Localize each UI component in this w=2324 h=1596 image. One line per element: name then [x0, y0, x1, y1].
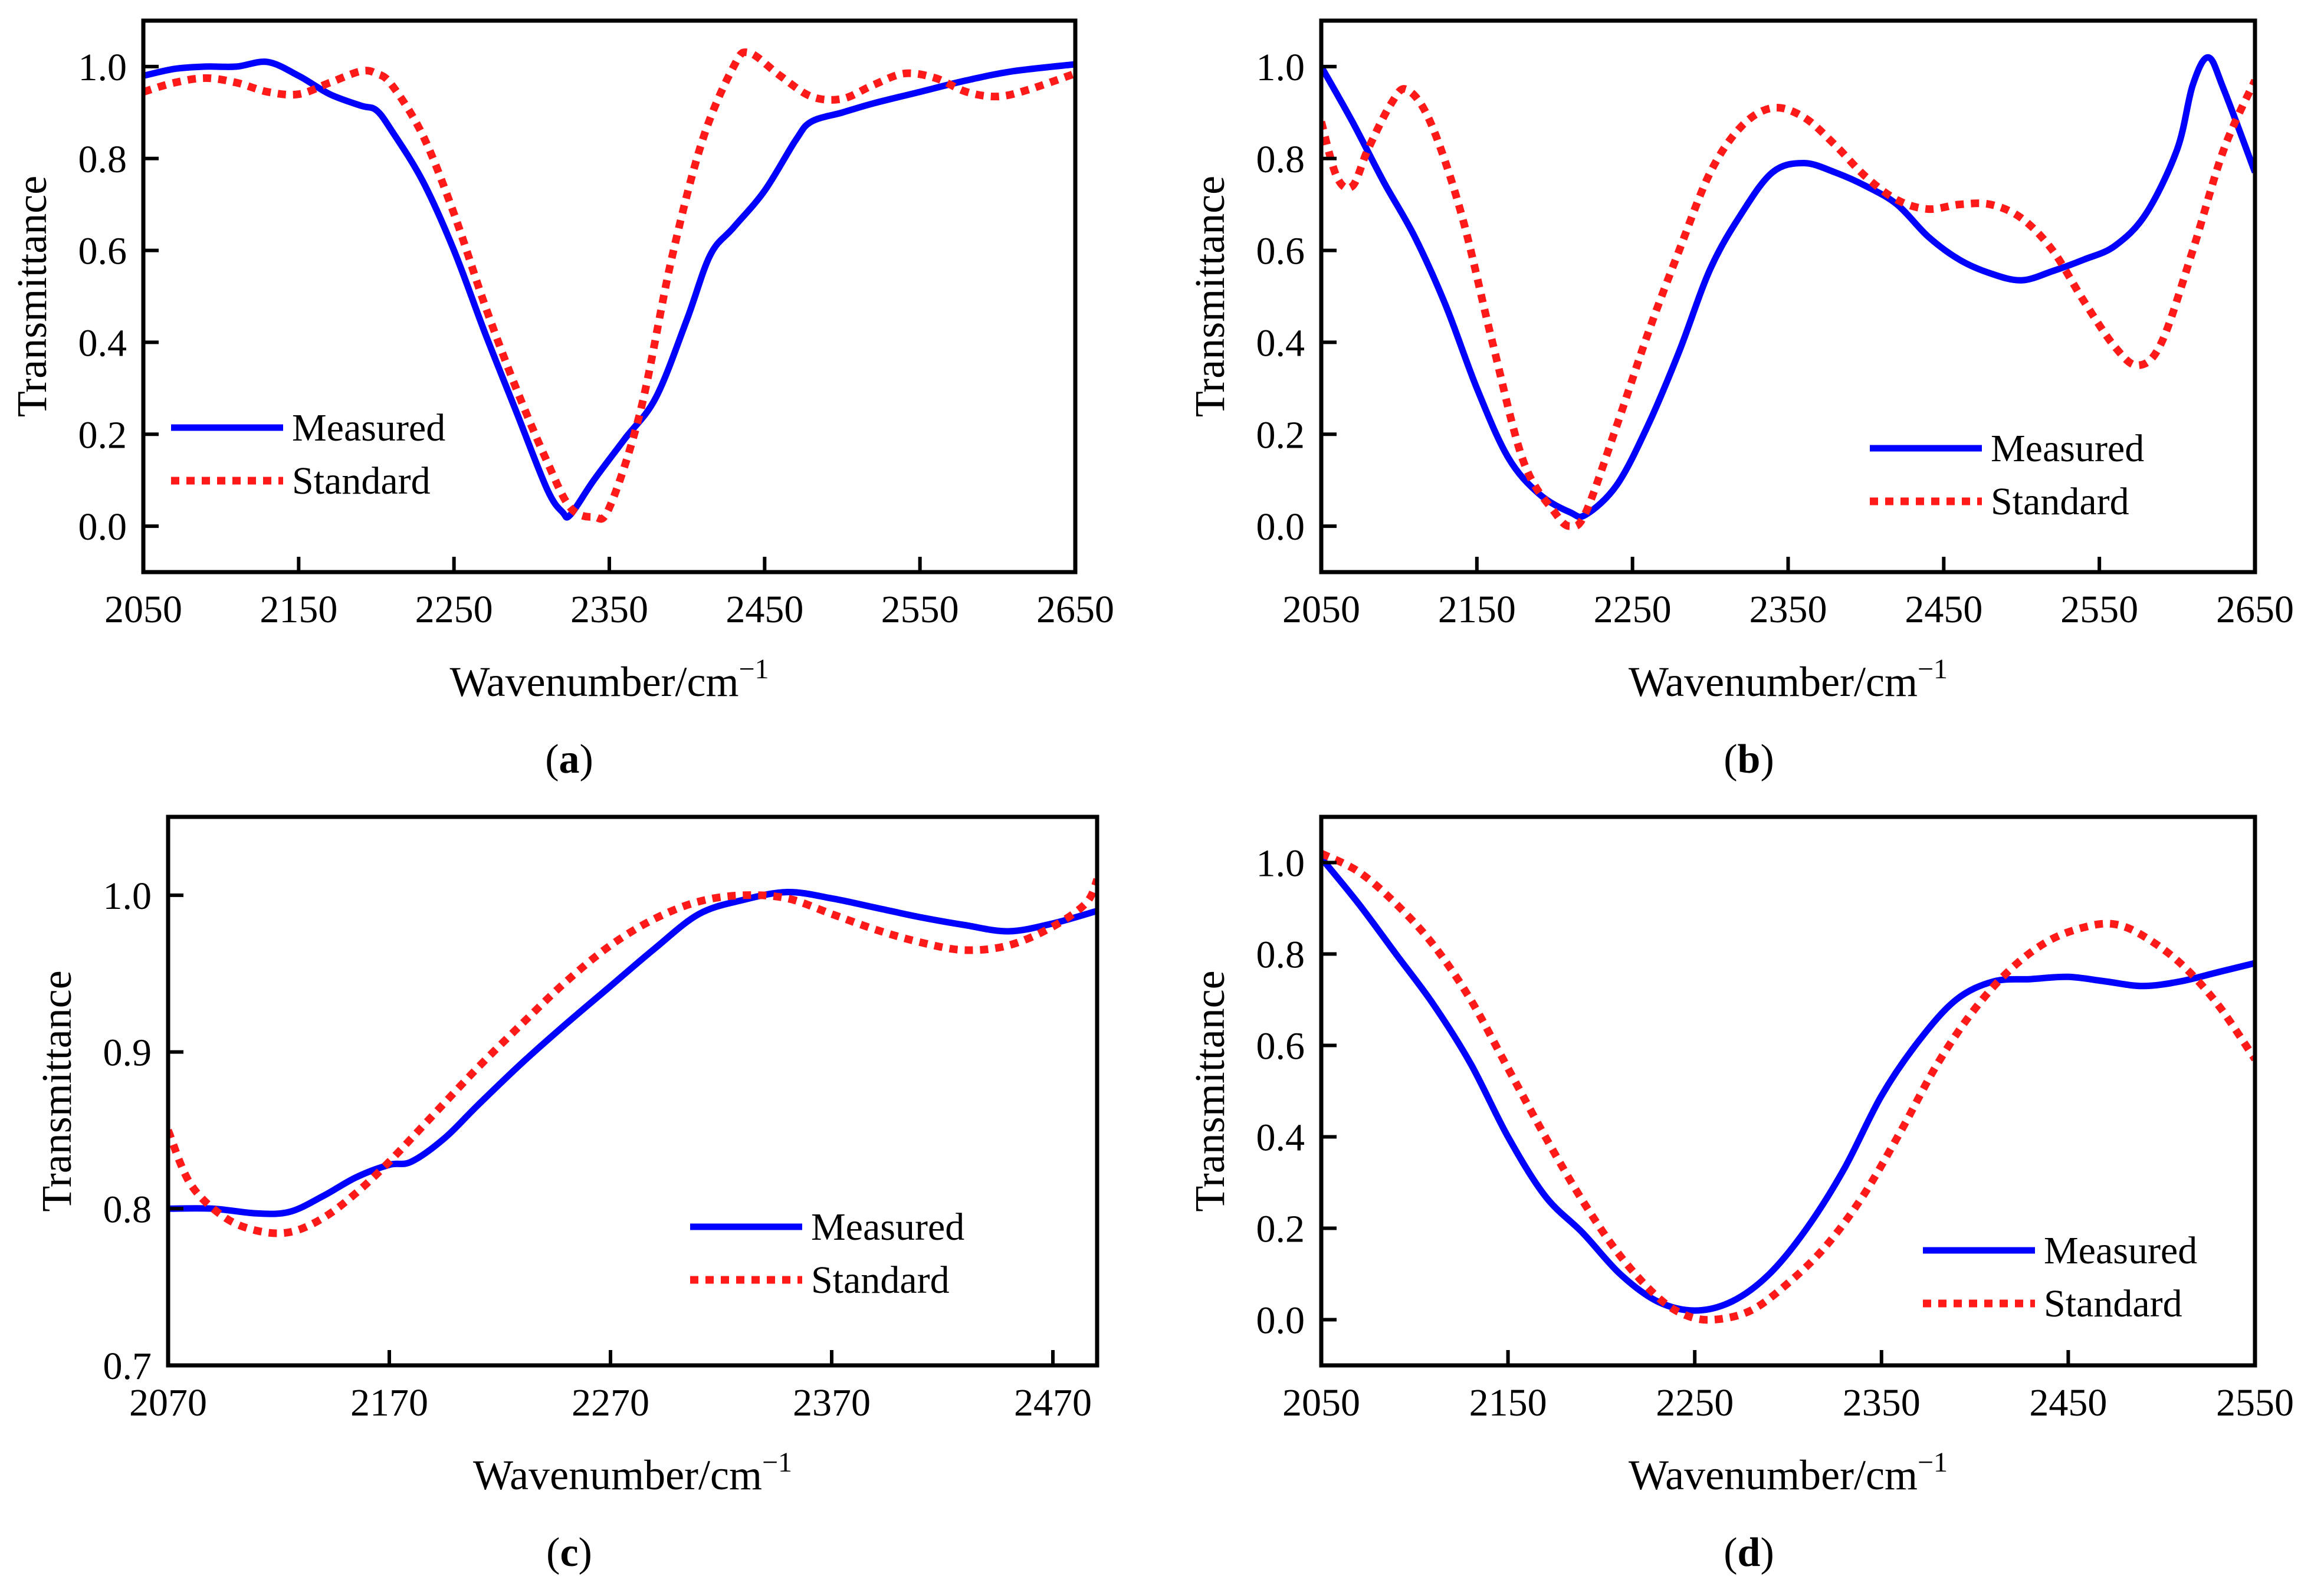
- panel-caption-b: (b): [1724, 737, 1774, 782]
- x-tick-label: 2250: [1594, 588, 1672, 631]
- y-tick-label: 0.2: [1256, 413, 1305, 457]
- y-tick-label: 1.0: [1256, 842, 1305, 885]
- y-tick-label: 0.0: [1256, 1299, 1305, 1342]
- x-tick-label: 2070: [129, 1381, 207, 1424]
- y-tick-label: 0.4: [78, 321, 127, 364]
- x-tick-label: 2050: [1282, 588, 1360, 631]
- y-tick-label: 0.9: [103, 1032, 152, 1075]
- plot-frame-d: [1319, 815, 2257, 1368]
- chart-panel-c: 2070 2170 2270 2370 2470 0.7 0.8 0.9 1.0 Wavenumb…: [33, 815, 1099, 1575]
- series-line-measured-a: [143, 58, 1075, 521]
- y-tick-label: 0.0: [1256, 505, 1305, 549]
- x-tick-label: 2270: [572, 1381, 649, 1424]
- series-line-standard-a: [143, 48, 1075, 523]
- y-tick-label: 1.0: [1256, 46, 1305, 89]
- y-tick-label: 0.4: [1256, 321, 1305, 364]
- legend-label-standard: Standard: [1991, 480, 2129, 523]
- legend-label-standard: Standard: [292, 459, 431, 503]
- series-line-standard-c: [168, 878, 1097, 1237]
- legend-label-measured: Measured: [292, 406, 445, 449]
- legend-label-measured: Measured: [811, 1206, 964, 1249]
- legend-label-standard: Standard: [811, 1259, 950, 1302]
- plot-frame-a: [141, 18, 1078, 574]
- panel-caption-a: (a): [545, 737, 593, 782]
- x-tick-label: 2050: [1282, 1381, 1360, 1424]
- x-tick-label: 2550: [2060, 588, 2138, 631]
- y-tick-label: 0.0: [78, 505, 127, 549]
- chart-panel-b: 2050 2150 2250 2350 2450 2550 2650 0.0 0.2 0.4 0.6…: [1186, 18, 2294, 782]
- series-line-measured-c: [168, 888, 1097, 1217]
- x-tick-label: 2170: [350, 1381, 428, 1424]
- y-tick-label: 0.6: [1256, 230, 1305, 273]
- x-tick-label: 2150: [1469, 1381, 1547, 1424]
- y-tick-label: 0.2: [78, 413, 127, 457]
- y-tick-label: 0.4: [1256, 1116, 1305, 1160]
- x-tick-label: 2450: [1905, 588, 1982, 631]
- y-tick-label: 0.2: [1256, 1208, 1305, 1251]
- x-tick-label: 2370: [793, 1381, 871, 1424]
- x-tick-label: 2350: [570, 588, 648, 631]
- chart-panel-d: 2050 2150 2250 2350 2450 2550 0.0 0.2 0.4 0.6 0.8 1…: [1186, 815, 2294, 1575]
- x-tick-label: 2350: [1843, 1381, 1921, 1424]
- x-tick-label: 2650: [1036, 588, 1114, 631]
- y-tick-label: 0.6: [1256, 1025, 1305, 1068]
- y-tick-label: 0.8: [78, 138, 127, 181]
- y-axis-title: Transmittance: [1186, 970, 1233, 1211]
- series-line-standard-d: [1321, 850, 2255, 1324]
- x-tick-label: 2450: [726, 588, 803, 631]
- y-axis-title: Transmittance: [1186, 176, 1233, 417]
- x-axis-title: Wavenumber/cm−1: [449, 653, 769, 705]
- panel-caption-d: (d): [1724, 1530, 1774, 1575]
- series-line-measured-b: [1321, 54, 2255, 520]
- y-tick-label: 0.8: [1256, 934, 1305, 977]
- x-axis-title: Wavenumber/cm−1: [1629, 653, 1948, 705]
- y-axis-title: Transmittance: [33, 970, 80, 1211]
- chart-panel-a: 2050 2150 2250 2350 2450 2550 2650 0.0 0.2 0.4 0.6…: [8, 18, 1114, 782]
- x-tick-label: 2650: [2216, 588, 2294, 631]
- x-tick-label: 2350: [1749, 588, 1827, 631]
- series-line-standard-b: [1321, 78, 2255, 530]
- x-tick-label: 2550: [881, 588, 959, 631]
- legend-label-measured: Measured: [1991, 427, 2144, 470]
- series-line-measured-d: [1321, 856, 2255, 1314]
- y-tick-label: 1.0: [103, 875, 152, 918]
- plot-frame-c: [166, 815, 1099, 1368]
- x-tick-label: 2150: [260, 588, 337, 631]
- x-tick-label: 2050: [104, 588, 182, 631]
- x-tick-label: 2250: [1656, 1381, 1734, 1424]
- x-axis-title: Wavenumber/cm−1: [473, 1447, 792, 1499]
- y-tick-label: 0.6: [78, 230, 127, 273]
- x-axis-title: Wavenumber/cm−1: [1629, 1447, 1948, 1499]
- y-tick-label: 1.0: [78, 46, 127, 89]
- y-axis-title: Transmittance: [8, 176, 55, 417]
- panel-caption-c: (c): [546, 1530, 592, 1575]
- x-tick-label: 2550: [2216, 1381, 2294, 1424]
- y-tick-label: 0.7: [103, 1345, 152, 1388]
- legend-label-measured: Measured: [2044, 1229, 2197, 1272]
- x-tick-label: 2250: [415, 588, 493, 631]
- y-tick-label: 0.8: [103, 1188, 152, 1231]
- y-tick-label: 0.8: [1256, 138, 1305, 181]
- x-tick-label: 2450: [2029, 1381, 2107, 1424]
- legend-label-standard: Standard: [2044, 1282, 2182, 1325]
- x-tick-label: 2150: [1438, 588, 1516, 631]
- x-tick-label: 2470: [1014, 1381, 1092, 1424]
